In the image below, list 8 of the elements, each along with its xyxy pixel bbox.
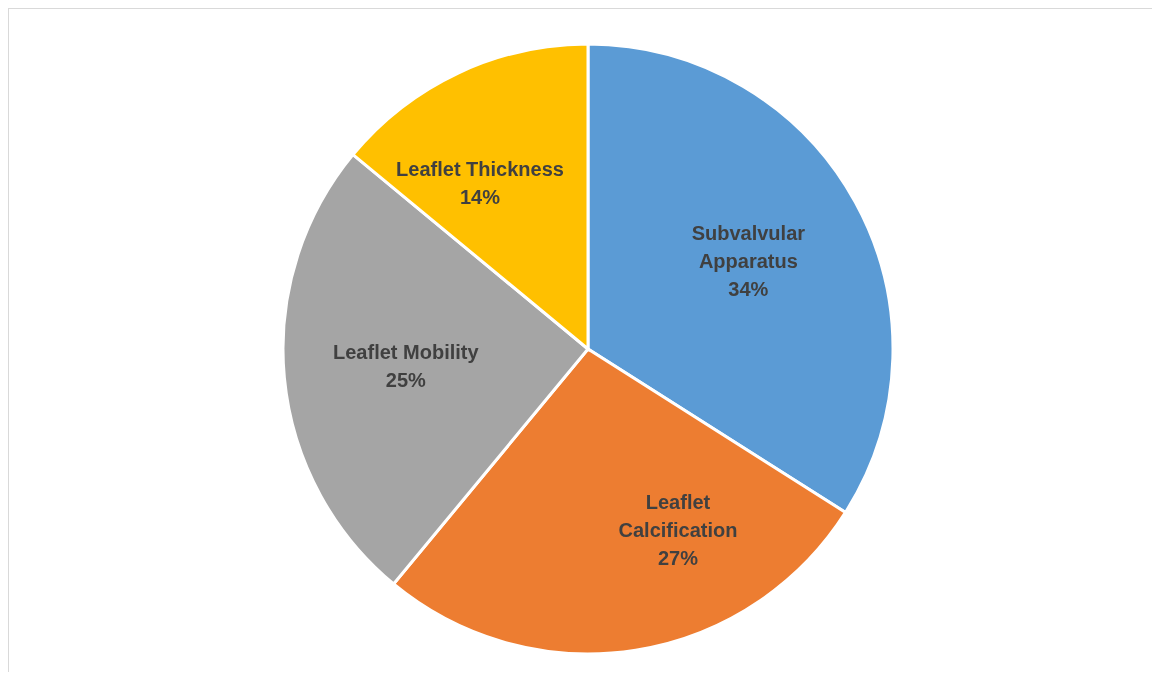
slice-label: Leaflet Thickness [396,158,564,181]
slice-label: Leaflet Mobility [333,341,480,364]
data-label: 25% [385,369,427,392]
slice-label: Leaflet Calcification [618,490,738,541]
data-label: 34% [728,277,769,300]
slice-label: Subvalvular Apparatus [691,221,806,272]
data-label: 27% [657,546,699,569]
data-label: 14% [459,186,501,209]
